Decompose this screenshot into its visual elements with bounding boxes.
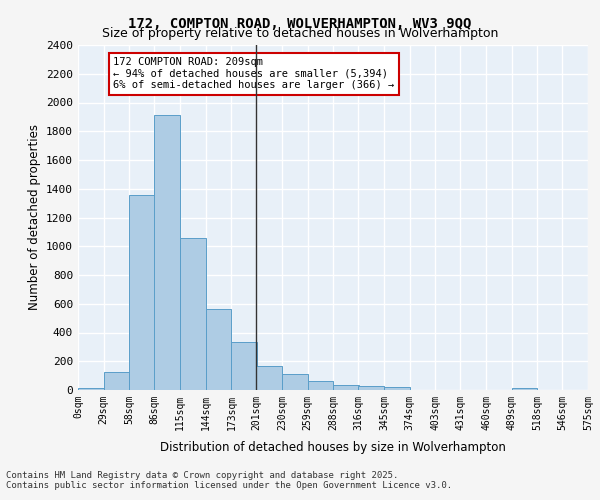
Text: 172 COMPTON ROAD: 209sqm
← 94% of detached houses are smaller (5,394)
6% of semi: 172 COMPTON ROAD: 209sqm ← 94% of detach…: [113, 57, 395, 90]
Text: Contains HM Land Registry data © Crown copyright and database right 2025.
Contai: Contains HM Land Registry data © Crown c…: [6, 470, 452, 490]
Bar: [232, 342, 257, 390]
Text: 172, COMPTON ROAD, WOLVERHAMPTON, WV3 9QQ: 172, COMPTON ROAD, WOLVERHAMPTON, WV3 9Q…: [128, 18, 472, 32]
X-axis label: Distribution of detached houses by size in Wolverhampton: Distribution of detached houses by size …: [160, 441, 506, 454]
Bar: [358, 386, 384, 390]
Bar: [130, 194, 155, 390]
Bar: [154, 116, 180, 390]
Bar: [512, 388, 538, 390]
Bar: [384, 387, 410, 390]
Bar: [78, 388, 104, 390]
Bar: [588, 388, 600, 390]
Bar: [308, 382, 334, 390]
Bar: [256, 366, 282, 390]
Y-axis label: Number of detached properties: Number of detached properties: [28, 124, 41, 310]
Bar: [206, 309, 232, 390]
Bar: [180, 238, 206, 390]
Bar: [104, 372, 130, 390]
Bar: [334, 385, 359, 390]
Text: Size of property relative to detached houses in Wolverhampton: Size of property relative to detached ho…: [102, 28, 498, 40]
Bar: [282, 374, 308, 390]
